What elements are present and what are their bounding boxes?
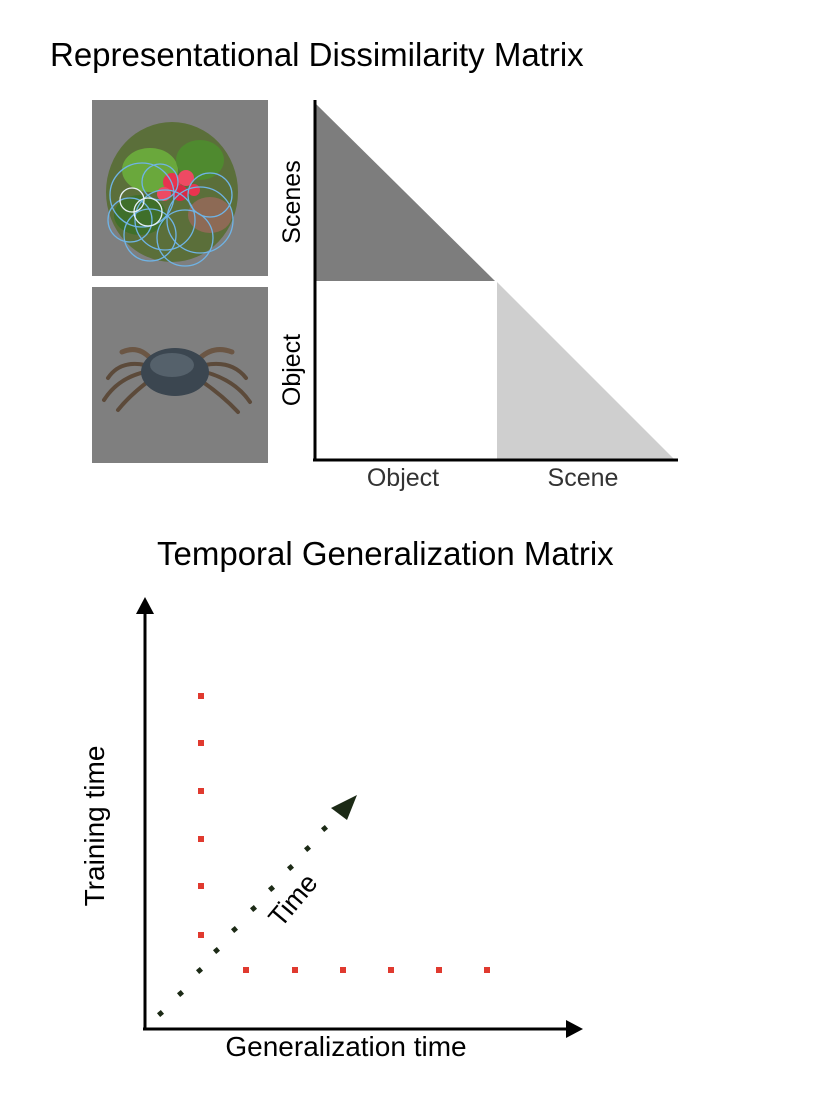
dark-dot <box>249 904 258 913</box>
rdm-matrix <box>313 100 678 462</box>
receptive-field-circles <box>107 162 234 267</box>
rdm-y-label-object: Object <box>278 334 306 406</box>
red-dot <box>198 693 204 699</box>
dark-dot <box>286 863 295 872</box>
tgm-vertical-dotted-line <box>198 693 204 938</box>
tgm-diagonal-dotted-arrow <box>156 795 357 1018</box>
dark-dot <box>195 966 204 975</box>
red-dot <box>340 967 346 973</box>
flower-scene-thumbnail <box>92 100 268 276</box>
red-dot <box>388 967 394 973</box>
crab-shell-highlight <box>150 353 194 377</box>
red-dot <box>292 967 298 973</box>
tgm-y-axis-arrowhead <box>136 597 154 614</box>
scene-scene-cell <box>315 103 495 281</box>
dark-dot <box>320 824 329 833</box>
background-shape <box>188 197 232 233</box>
red-dot <box>243 967 249 973</box>
object-scene-cell <box>315 281 496 460</box>
rdm-y-label-scenes: Scenes <box>278 160 306 243</box>
flower-petal <box>178 170 194 186</box>
dark-dot <box>156 1009 165 1018</box>
red-dot <box>436 967 442 973</box>
red-dot <box>198 932 204 938</box>
crab-legs <box>102 361 252 414</box>
diagonal-arrowhead <box>331 795 357 820</box>
tgm-horizontal-dotted-line <box>243 967 490 973</box>
dark-dot <box>212 946 221 955</box>
red-dot <box>198 883 204 889</box>
dark-dot <box>267 884 276 893</box>
crab-claws <box>119 347 235 361</box>
tgm-x-axis-arrowhead <box>566 1020 583 1038</box>
tgm-axes <box>136 597 583 1038</box>
tgm-y-label: Training time <box>79 746 110 907</box>
red-dot <box>484 967 490 973</box>
dark-dot <box>303 844 312 853</box>
red-dot <box>198 740 204 746</box>
tgm-title: Temporal Generalization Matrix <box>157 535 614 572</box>
rdm-title: Representational Dissimilarity Matrix <box>50 36 584 73</box>
leaf-shape <box>176 140 224 180</box>
rdm-x-label-object: Object <box>367 464 439 492</box>
red-dot <box>198 836 204 842</box>
crab-object-thumbnail <box>92 287 268 463</box>
dark-dot <box>176 989 185 998</box>
tgm-diagonal-time-label: Time <box>263 868 324 932</box>
dark-dot <box>230 925 239 934</box>
red-dot <box>198 788 204 794</box>
rdm-x-label-scene: Scene <box>548 464 619 492</box>
object-object-cell <box>497 282 675 460</box>
tgm-x-label: Generalization time <box>225 1031 466 1062</box>
